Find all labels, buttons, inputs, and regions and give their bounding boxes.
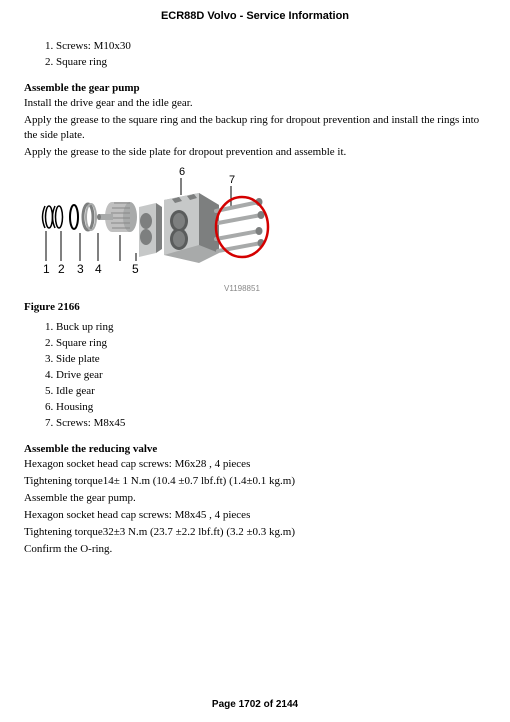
section-title-gear: Assemble the gear pump — [24, 82, 486, 94]
body-text: Install the drive gear and the idle gear… — [24, 96, 486, 111]
housing-icon — [164, 193, 219, 263]
top-list: Screws: M10x30 Square ring — [24, 40, 486, 68]
list-item: Idle gear — [56, 385, 486, 397]
figure-2166: 6 7 — [24, 165, 486, 295]
list-item: Side plate — [56, 353, 486, 365]
figure-list: Buck up ring Square ring Side plate Driv… — [24, 321, 486, 429]
figure-caption: Figure 2166 — [24, 301, 486, 313]
body-text: Apply the grease to the square ring and … — [24, 113, 486, 143]
body-text: Hexagon socket head cap screws: M8x45 , … — [24, 508, 486, 523]
callout-5: 5 — [132, 262, 139, 276]
body-text: Tightening torque14± 1 N.m (10.4 ±0.7 lb… — [24, 474, 486, 489]
page-header: ECR88D Volvo - Service Information — [24, 10, 486, 22]
callout-4: 4 — [95, 262, 102, 276]
backup-ring-icon — [43, 206, 63, 228]
list-item: Buck up ring — [56, 321, 486, 333]
square-ring-icon — [70, 205, 78, 229]
page-footer: Page 1702 of 2144 — [0, 699, 510, 710]
list-item: Square ring — [56, 56, 486, 68]
body-text: Tightening torque32±3 N.m (23.7 ±2.2 lbf… — [24, 525, 486, 540]
list-item: Screws: M8x45 — [56, 417, 486, 429]
section-title-valve: Assemble the reducing valve — [24, 443, 486, 455]
callout-3: 3 — [77, 262, 84, 276]
idle-gear-icon — [139, 203, 162, 257]
gear-pump-diagram: 6 7 — [24, 165, 274, 295]
callout-2: 2 — [58, 262, 65, 276]
list-item: Drive gear — [56, 369, 486, 381]
callout-1: 1 — [43, 262, 50, 276]
figure-id-label: V1198851 — [224, 284, 260, 293]
callout-7: 7 — [229, 174, 235, 186]
list-item: Screws: M10x30 — [56, 40, 486, 52]
body-text: Confirm the O-ring. — [24, 542, 486, 557]
side-plate-icon — [83, 204, 96, 230]
drive-gear-icon — [97, 202, 137, 232]
body-text: Apply the grease to the side plate for d… — [24, 145, 486, 160]
list-item: Housing — [56, 401, 486, 413]
body-text: Assemble the gear pump. — [24, 491, 486, 506]
list-item: Square ring — [56, 337, 486, 349]
body-text: Hexagon socket head cap screws: M6x28 , … — [24, 457, 486, 472]
callout-6: 6 — [179, 166, 185, 178]
